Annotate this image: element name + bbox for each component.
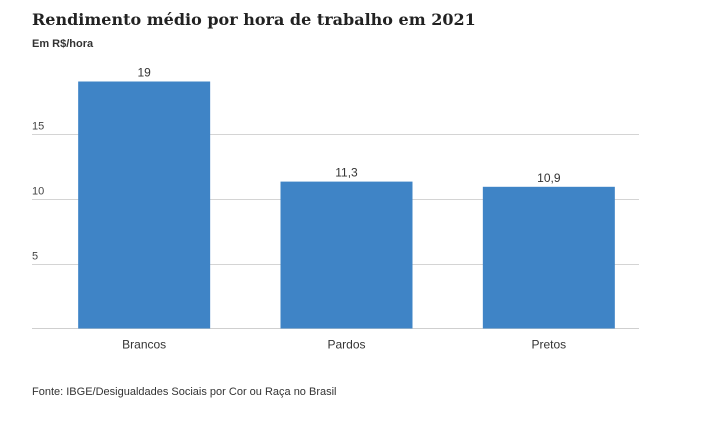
bar-pardos: [280, 181, 413, 329]
category-label-brancos: Brancos: [122, 338, 166, 352]
chart-subtitle: Em R$/hora: [32, 38, 94, 50]
y-tick-label-5: 5: [32, 251, 38, 263]
y-tick-label-15: 15: [32, 121, 44, 133]
value-label-pretos: 10,9: [537, 171, 561, 185]
y-tick-label-10: 10: [32, 186, 44, 198]
chart-title: Rendimento médio por hora de trabalho em…: [32, 10, 476, 29]
bar-brancos: [78, 81, 211, 329]
label-layer: 19 Brancos 11,3 Pardos 10,9 Pretos: [122, 66, 566, 352]
category-label-pretos: Pretos: [531, 338, 566, 352]
category-label-pardos: Pardos: [327, 338, 365, 352]
value-label-pardos: 11,3: [335, 166, 358, 180]
bar-layer: [78, 81, 615, 329]
chart-source: Fonte: IBGE/Desigualdades Sociais por Co…: [32, 386, 337, 398]
value-label-brancos: 19: [137, 66, 151, 80]
bar-pretos: [482, 186, 615, 329]
